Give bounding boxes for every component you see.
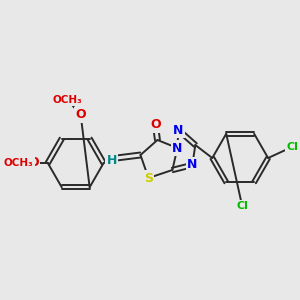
Text: N: N xyxy=(172,142,183,154)
Text: Cl: Cl xyxy=(286,142,298,152)
Text: N: N xyxy=(173,124,184,136)
Text: OCH₃: OCH₃ xyxy=(53,95,82,105)
Text: OCH₃: OCH₃ xyxy=(4,158,34,168)
Text: S: S xyxy=(144,172,153,184)
Text: H: H xyxy=(106,154,117,166)
Text: N: N xyxy=(187,158,197,172)
Text: Cl: Cl xyxy=(236,201,248,211)
Text: O: O xyxy=(28,157,39,169)
Text: O: O xyxy=(150,118,161,131)
Text: O: O xyxy=(75,109,86,122)
